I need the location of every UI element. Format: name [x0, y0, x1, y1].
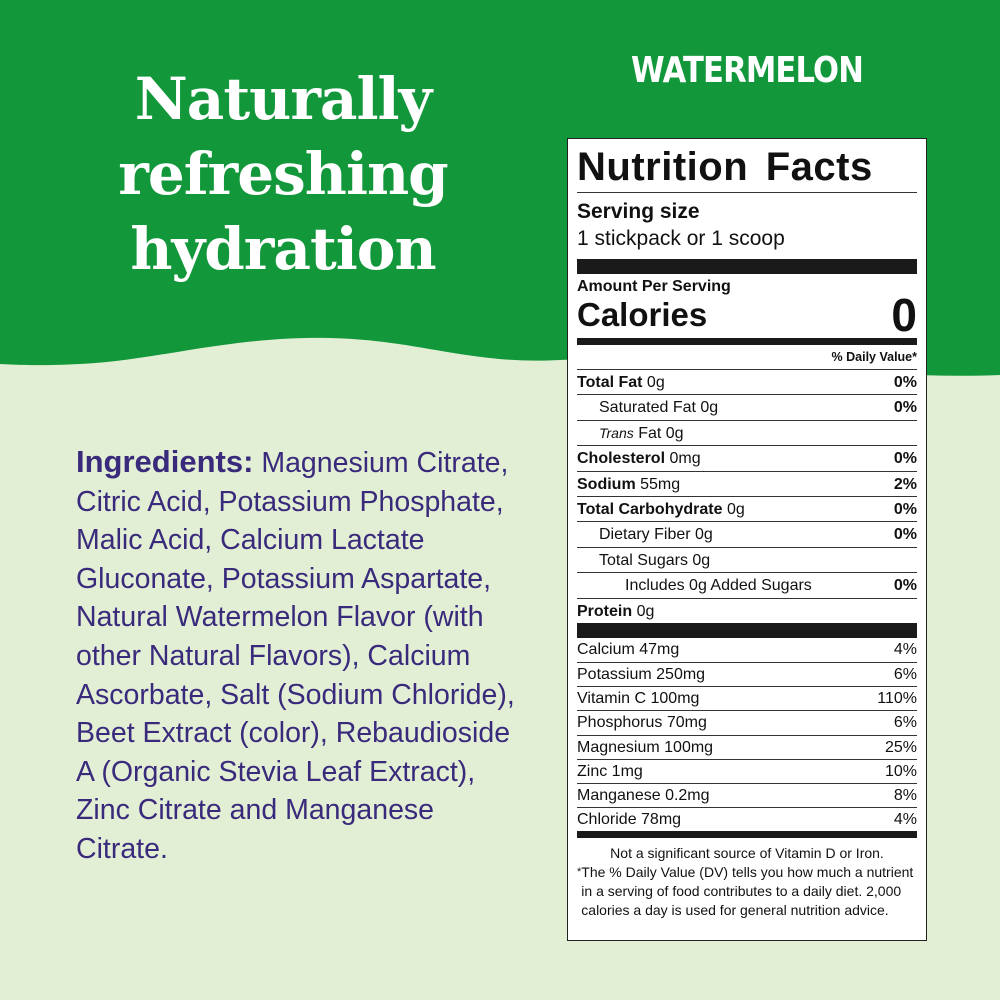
vitamin-row: Vitamin C 100mg 110% — [577, 686, 917, 710]
vitamin-row: Zinc 1mg 10% — [577, 758, 917, 783]
vitamin-row: Manganese 0.2mg 8% — [577, 783, 917, 807]
flavor-name: WATERMELON — [631, 50, 864, 91]
nutrient-row: Trans Fat 0g — [577, 419, 917, 445]
vitamin-dv: 4% — [893, 640, 917, 658]
nutrient-dv: 2% — [893, 475, 917, 493]
nutrient-dv: 0% — [893, 526, 917, 544]
vitamin-row: Potassium 250mg 6% — [577, 662, 917, 686]
serving-size-value: 1 stickpack or 1 scoop — [577, 227, 785, 250]
calories-label: Calories — [577, 296, 708, 333]
nutrient-name: Protein 0g — [577, 602, 655, 620]
calories-value: 0 — [891, 289, 917, 341]
vitamin-name: Zinc 1mg — [577, 762, 643, 780]
vitamin-name: Magnesium 100mg — [577, 738, 714, 756]
nutrient-row: Includes 0g Added Sugars 0% — [577, 572, 917, 597]
divider-thick — [577, 259, 917, 274]
nutrient-dv: 0% — [893, 399, 917, 417]
vitamin-row: Chloride 78mg 4% — [577, 807, 917, 831]
vitamin-name: Vitamin C 100mg — [577, 690, 700, 708]
headline-line: refreshing — [118, 140, 448, 208]
vitamin-dv: 10% — [884, 762, 917, 780]
nutrient-name: Trans Fat 0g — [599, 424, 684, 442]
vitamin-name: Potassium 250mg — [577, 666, 706, 684]
vitamin-row: Magnesium 100mg 25% — [577, 734, 917, 759]
vitamin-dv: 6% — [893, 666, 917, 684]
nutrient-name: Cholesterol 0mg — [577, 450, 701, 468]
nutrient-name: Sodium 55mg — [577, 475, 681, 493]
serving-size-label: Serving size — [577, 200, 700, 223]
nutrient-dv: 0% — [893, 577, 917, 595]
nutrient-name: Total Sugars 0g — [599, 551, 711, 569]
vitamin-row: Phosphorus 70mg 6% — [577, 710, 917, 734]
vitamin-dv: 110% — [877, 690, 917, 708]
ingredients: Ingredients: Magnesium Citrate, Citric A… — [76, 443, 516, 869]
footnote-source: Not a significant source of Vitamin D or… — [610, 845, 884, 862]
nutrient-row: Sodium 55mg 2% — [577, 470, 917, 496]
nutrient-name: Dietary Fiber 0g — [599, 526, 713, 544]
nutrient-dv: 0% — [893, 450, 917, 468]
divider — [577, 192, 917, 193]
nutrient-row: Protein 0g — [577, 597, 917, 623]
ingredients-text: Magnesium Citrate, Citric Acid, Potassiu… — [76, 447, 515, 865]
nutrient-dv: 0% — [893, 374, 917, 391]
divider-medium — [577, 338, 917, 345]
nutrient-name: Saturated Fat 0g — [599, 399, 719, 417]
daily-value-header: % Daily Value* — [831, 350, 917, 364]
calories-row: Calories 0 — [577, 289, 917, 341]
nutrient-row: Total Sugars 0g — [577, 546, 917, 572]
vitamin-dv: 4% — [893, 811, 917, 829]
vitamin-dv: 6% — [893, 714, 917, 732]
nutrient-row: Saturated Fat 0g 0% — [577, 394, 917, 419]
vitamin-dv: 25% — [884, 738, 917, 756]
nutrient-dv: 0% — [893, 500, 917, 518]
nutrition-facts-label: Nutrition Facts Serving size 1 stickpack… — [567, 138, 927, 941]
nutrient-name: Includes 0g Added Sugars — [625, 577, 812, 595]
vitamin-name: Calcium 47mg — [577, 640, 680, 658]
nutrition-facts-title: Nutrition Facts — [577, 145, 873, 189]
footnote: Not a significant source of Vitamin D or… — [577, 844, 917, 920]
nutrient-name: Total Carbohydrate 0g — [577, 500, 745, 518]
headline-line: hydration — [130, 215, 436, 283]
footnote-star: * — [577, 866, 582, 879]
vitamin-name: Manganese 0.2mg — [577, 787, 710, 805]
nutrient-row: Total Carbohydrate 0g 0% — [577, 495, 917, 521]
nutrient-row: Dietary Fiber 0g 0% — [577, 521, 917, 546]
vitamin-dv: 8% — [893, 787, 917, 805]
headline-line: Naturally — [134, 65, 432, 133]
divider-thick — [577, 622, 917, 638]
nutrient-row: Cholesterol 0mg 0% — [577, 445, 917, 470]
vitamin-row: Calcium 47mg 4% — [577, 638, 917, 662]
divider-medium — [577, 831, 917, 839]
nutrient-name: Total Fat 0g — [577, 374, 665, 391]
nutrient-row: Total Fat 0g 0% — [577, 369, 917, 394]
ingredients-heading: Ingredients: — [76, 444, 254, 479]
footnote-dv: The % Daily Value (DV) tells you how muc… — [581, 864, 914, 919]
headline: Naturally refreshing hydration — [60, 62, 506, 287]
amount-per-serving: Amount Per Serving — [577, 278, 731, 295]
vitamin-name: Chloride 78mg — [577, 811, 682, 829]
vitamin-name: Phosphorus 70mg — [577, 714, 707, 732]
